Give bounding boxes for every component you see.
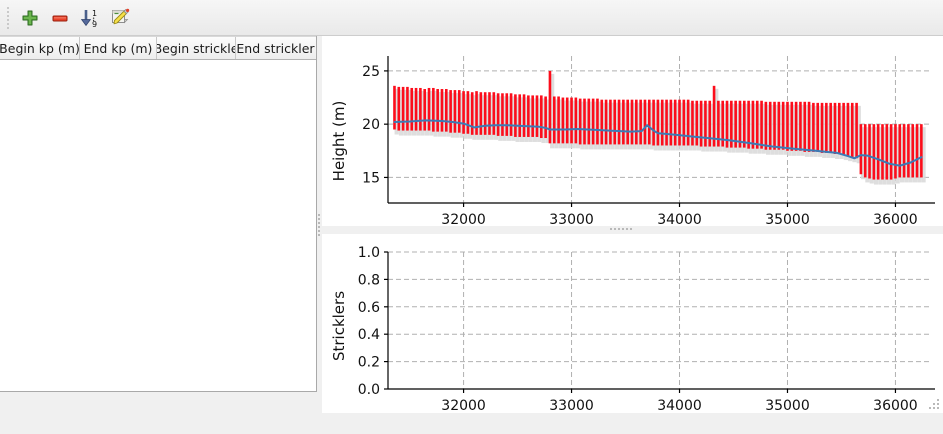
status-bar	[0, 413, 943, 434]
height-tick-labels: 15 20 25 32000 33000 34000 35000 36000	[362, 64, 918, 226]
horizontal-splitter[interactable]	[322, 226, 943, 234]
height-axes	[384, 56, 935, 207]
svg-text:36000: 36000	[873, 398, 918, 413]
toolbar: 1 9	[0, 0, 943, 36]
stricklers-chart[interactable]: 0.0 0.2 0.4 0.6 0.8 1.0 32000 33000 34000 35000 36…	[322, 234, 943, 413]
svg-text:0.6: 0.6	[358, 300, 380, 316]
svg-text:35000: 35000	[765, 398, 810, 413]
svg-text:32000: 32000	[441, 398, 486, 413]
svg-text:15: 15	[362, 170, 380, 186]
sort-1-9-down-icon: 1 9	[80, 9, 97, 29]
height-waterline-series	[393, 119, 923, 167]
toolbar-drag-grip[interactable]	[3, 6, 12, 29]
add-row-button[interactable]	[15, 3, 45, 33]
table-column-header-end-kp[interactable]: End kp (m)	[80, 37, 157, 59]
svg-text:1: 1	[92, 9, 97, 18]
svg-text:32000: 32000	[441, 212, 486, 226]
table-body-empty[interactable]	[0, 60, 316, 391]
svg-text:0.8: 0.8	[358, 272, 380, 288]
edit-button[interactable]	[105, 3, 135, 33]
svg-text:9: 9	[92, 20, 97, 29]
svg-text:25: 25	[362, 64, 380, 80]
stricklers-axes	[384, 251, 935, 393]
horizontal-splitter-grip	[610, 228, 632, 230]
vertical-splitter[interactable]	[317, 36, 322, 413]
table-column-header-end-strickler[interactable]: End strickler	[236, 37, 315, 59]
svg-text:0.2: 0.2	[358, 355, 380, 371]
vertical-splitter-grip	[318, 213, 320, 236]
height-profile-plot: 15 20 25 32000 33000 34000 35000 36000 Height (…	[322, 36, 943, 226]
svg-text:1.0: 1.0	[358, 245, 380, 261]
charts-column: 15 20 25 32000 33000 34000 35000 36000 Height (…	[322, 36, 943, 413]
height-bars-series	[393, 70, 926, 185]
sort-descending-button[interactable]: 1 9	[75, 3, 105, 33]
red-minus-icon	[52, 15, 68, 21]
svg-text:33000: 33000	[549, 398, 594, 413]
strickler-table-panel: Begin kp (m) End kp (m) Begin strickle E…	[0, 36, 317, 392]
svg-text:34000: 34000	[657, 212, 702, 226]
svg-text:36000: 36000	[873, 212, 918, 226]
green-plus-icon	[22, 10, 38, 25]
height-profile-chart[interactable]: 15 20 25 32000 33000 34000 35000 36000 Height (…	[322, 36, 943, 226]
svg-text:35000: 35000	[765, 212, 810, 226]
window-resize-grip[interactable]	[927, 397, 941, 411]
table-column-header-begin-strickler[interactable]: Begin strickle	[157, 37, 236, 59]
svg-text:20: 20	[362, 117, 380, 133]
svg-text:33000: 33000	[549, 212, 594, 226]
remove-row-button[interactable]	[45, 3, 75, 33]
svg-text:0.4: 0.4	[358, 327, 380, 343]
table-header-row: Begin kp (m) End kp (m) Begin strickle E…	[0, 36, 316, 60]
stricklers-tick-labels: 0.0 0.2 0.4 0.6 0.8 1.0 32000 33000 34000 35000 36…	[358, 245, 918, 413]
svg-text:34000: 34000	[657, 398, 702, 413]
height-y-axis-label: Height (m)	[330, 101, 348, 182]
svg-text:0.0: 0.0	[358, 382, 380, 398]
note-pencil-icon	[112, 8, 130, 24]
stricklers-plot: 0.0 0.2 0.4 0.6 0.8 1.0 32000 33000 34000 35000 36…	[322, 234, 943, 413]
main-split-area: Begin kp (m) End kp (m) Begin strickle E…	[0, 36, 943, 413]
stricklers-y-axis-label: Stricklers	[330, 291, 348, 361]
table-column-header-begin-kp[interactable]: Begin kp (m)	[0, 37, 80, 59]
